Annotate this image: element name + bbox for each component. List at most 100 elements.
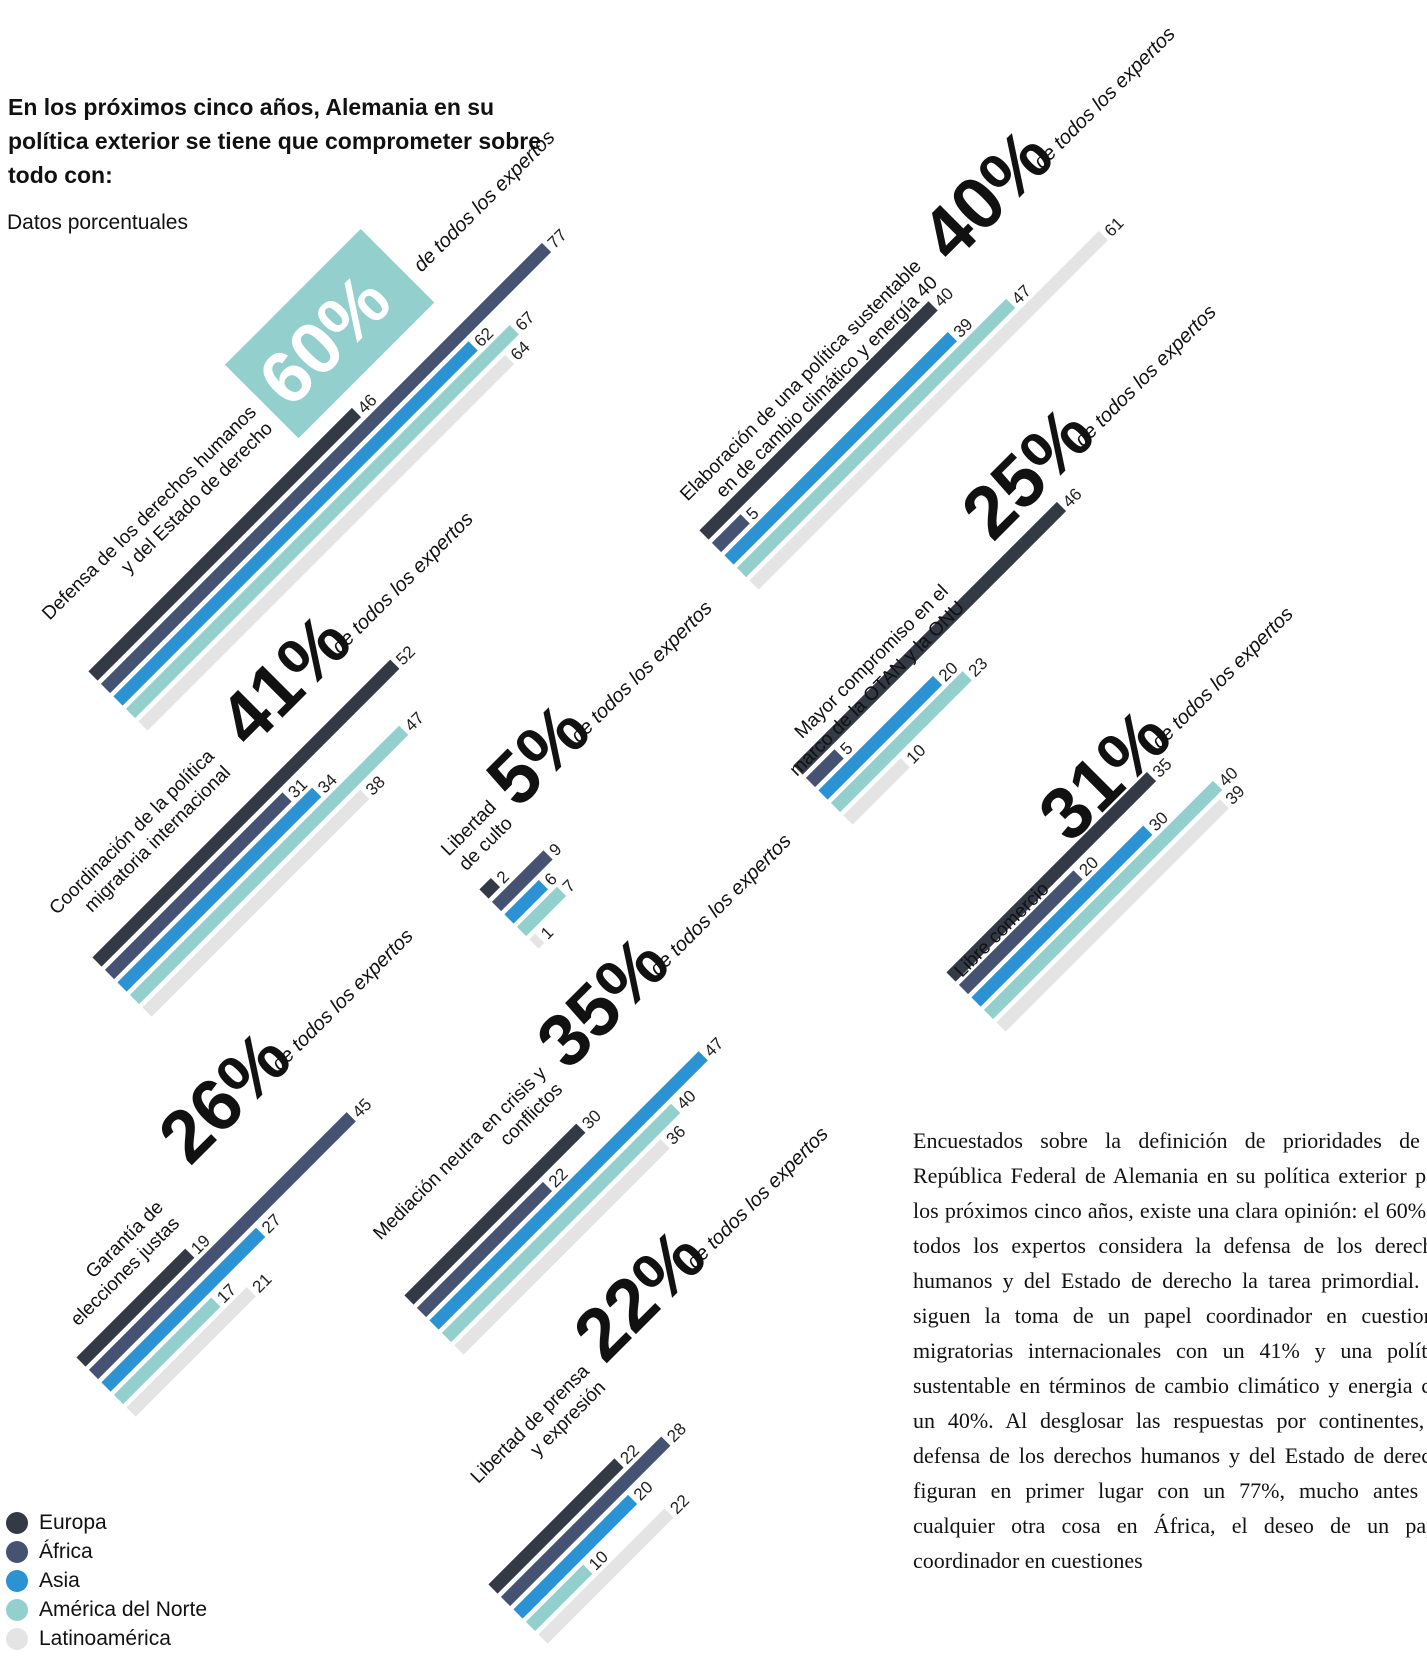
percent-value-7: 40% — [905, 113, 1068, 276]
percent-suffix-6: de todos los expertos — [683, 1123, 833, 1273]
percent-block-6: 22%de todos los expertos — [558, 1123, 833, 1376]
bar-europa-9 — [946, 771, 1157, 982]
legend-item-latinoamerica: Latinoamérica — [6, 1624, 207, 1653]
bar-europa-2 — [92, 659, 400, 967]
chart-subtitle: Datos porcentuales — [7, 211, 188, 234]
bar-europa-5 — [404, 1123, 586, 1305]
bar-africa-6 — [500, 1436, 671, 1607]
category-label-5: Mediación neutra en crisis yconflictos — [369, 1063, 567, 1261]
bar-america-del-norte-8 — [830, 671, 972, 813]
bar-asia-3 — [504, 880, 548, 924]
bar-america-del-norte-7 — [736, 298, 1016, 578]
data-label-america-del-norte-2: 47 — [401, 708, 428, 735]
percent-value-6: 22% — [558, 1213, 721, 1376]
percent-suffix-8: de todos los expertos — [1071, 301, 1221, 451]
chart-title: En los próximos cinco años, Alemania en … — [8, 94, 541, 188]
bar-asia-8 — [818, 675, 943, 800]
legend-swatch-asia — [6, 1569, 28, 1592]
bar-america-del-norte-4 — [113, 1297, 221, 1405]
category-label-6: Libertad de prensay expresión — [467, 1361, 610, 1504]
percent-block-4: 26%de todos los expertos — [143, 925, 418, 1178]
bar-africa-7 — [711, 514, 750, 553]
percent-block-7: 40%de todos los expertos — [905, 23, 1180, 276]
bar-europa-7 — [699, 301, 938, 540]
legend-label-africa: África — [39, 1539, 93, 1563]
percent-value-5: 35% — [521, 920, 684, 1083]
data-label-europa-2: 52 — [392, 642, 419, 669]
bar-africa-9 — [958, 870, 1083, 995]
bar-asia-7 — [724, 332, 957, 565]
bar-africa-1 — [100, 242, 552, 694]
data-label-latinoamerica-6: 22 — [666, 1491, 693, 1518]
data-label-africa-4: 45 — [349, 1095, 376, 1122]
bar-latinoamerica-2 — [142, 789, 370, 1017]
legend-swatch-america-del-norte — [6, 1598, 28, 1621]
legend-swatch-latinoamerica — [6, 1627, 28, 1650]
legend-item-europa: Europa — [6, 1508, 207, 1537]
bar-africa-4 — [88, 1112, 356, 1380]
bar-asia-5 — [429, 1051, 708, 1330]
percent-suffix-5: de todos los expertos — [646, 830, 796, 980]
bar-asia-1 — [113, 341, 478, 706]
bar-europa-8 — [793, 501, 1067, 775]
bar-asia-2 — [117, 787, 322, 992]
bar-europa-1 — [88, 407, 362, 681]
category-label-3: Libertadde culto — [437, 797, 517, 877]
bar-europa-4 — [76, 1248, 195, 1367]
bar-asia-4 — [101, 1227, 266, 1392]
legend-label-latinoamerica: Latinoamérica — [39, 1626, 171, 1650]
highlight-box — [224, 228, 435, 439]
data-label-latinoamerica-7: 61 — [1101, 214, 1128, 241]
bar-america-del-norte-3 — [516, 886, 567, 937]
bar-latinoamerica-3 — [529, 933, 545, 949]
legend-label-america-del-norte: América del Norte — [39, 1597, 208, 1621]
bar-america-del-norte-5 — [441, 1103, 681, 1343]
bar-latinoamerica-1 — [138, 354, 515, 731]
legend-label-europa: Europa — [39, 1510, 107, 1534]
bar-latinoamerica-7 — [749, 231, 1108, 590]
bar-america-del-norte-6 — [525, 1564, 593, 1632]
percent-suffix-7: de todos los expertos — [1030, 23, 1180, 173]
bar-africa-5 — [416, 1181, 553, 1318]
bar-europa-6 — [488, 1458, 624, 1594]
bar-america-del-norte-1 — [125, 325, 519, 719]
bar-africa-2 — [104, 792, 292, 980]
percent-block-5: 35%de todos los expertos — [521, 830, 796, 1083]
legend-swatch-europa — [6, 1511, 28, 1534]
percent-suffix-3: de todos los expertos — [567, 597, 717, 747]
bar-africa-8 — [805, 749, 844, 788]
data-label-africa-1: 77 — [544, 225, 571, 252]
legend-item-africa: África — [6, 1537, 207, 1566]
legend: Europa África Asia América del Norte Lat… — [6, 1508, 207, 1653]
percent-block-3: 5%de todos los expertos — [471, 597, 717, 821]
bar-latinoamerica-8 — [843, 758, 910, 825]
percent-suffix-2: de todos los expertos — [328, 508, 478, 658]
data-label-america-del-norte-1: 67 — [512, 308, 539, 335]
percent-block-9: 31%de todos los expertos — [1023, 603, 1298, 856]
bar-latinoamerica-4 — [126, 1287, 256, 1417]
bar-latinoamerica-9 — [996, 799, 1229, 1032]
bar-america-del-norte-9 — [983, 780, 1223, 1020]
percent-block-8: 25%de todos los expertos — [946, 301, 1221, 554]
bar-asia-9 — [971, 825, 1153, 1007]
summary-text: Encuestados sobre la definición de prior… — [913, 1128, 1427, 1573]
legend-item-america-del-norte: América del Norte — [6, 1595, 207, 1624]
percent-suffix-4: de todos los expertos — [268, 925, 418, 1075]
percent-value-4: 26% — [143, 1015, 306, 1178]
bar-latinoamerica-6 — [538, 1508, 674, 1644]
data-label-america-del-norte-8: 23 — [965, 654, 992, 681]
bar-latinoamerica-5 — [454, 1139, 670, 1355]
bar-africa-3 — [491, 850, 553, 912]
data-label-asia-5: 47 — [701, 1034, 728, 1061]
bar-america-del-norte-2 — [129, 725, 409, 1005]
percent-value-8: 25% — [946, 391, 1109, 554]
data-label-africa-6: 28 — [663, 1419, 690, 1446]
legend-swatch-africa — [6, 1540, 28, 1563]
data-label-europa-5: 30 — [578, 1106, 605, 1133]
legend-label-asia: Asia — [39, 1568, 80, 1592]
